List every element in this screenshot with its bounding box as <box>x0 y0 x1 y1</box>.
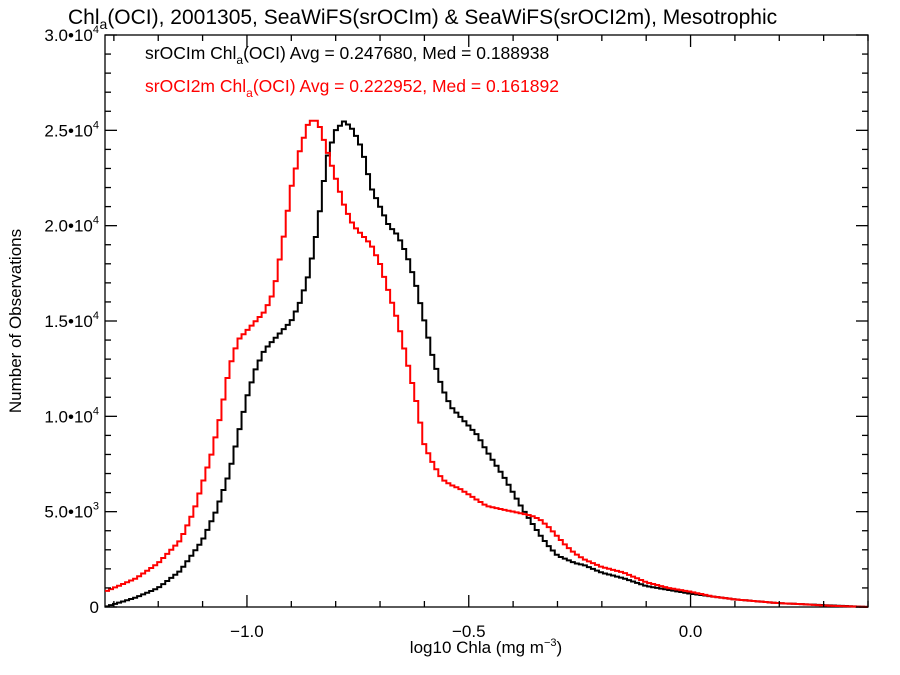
x-tick-label: −1.0 <box>230 622 264 641</box>
series-line-srocim <box>105 120 868 608</box>
chart-title: Chla(OCI), 2001305, SeaWiFS(srOCIm) & Se… <box>68 6 777 32</box>
legend-srocI2m-sub: a <box>246 86 253 100</box>
tick-layer: −1.0 −0.5 0.0 0 5.0•103 1.0•104 1.5•104 2.0•104… <box>44 24 869 641</box>
legend-srocI2m-pre: srOCI2m Chl <box>145 76 246 96</box>
legend-srocim-post: (OCI) Avg = 0.247680, Med = 0.188938 <box>243 43 549 63</box>
legend-srocI2m-post: (OCI) Avg = 0.222952, Med = 0.161892 <box>253 76 559 96</box>
series-line-srocI2m <box>105 119 868 608</box>
x-axis-label-post: ) <box>557 638 563 657</box>
y-tick-label: 0 <box>90 598 99 617</box>
chart-title-post: (OCI), 2001305, SeaWiFS(srOCIm) & SeaWiF… <box>107 6 777 29</box>
y-tick-label: 3.0•104 <box>44 24 99 45</box>
x-tick-label: 0.0 <box>679 622 703 641</box>
legend: srOCIm Chla(OCI) Avg = 0.247680, Med = 0… <box>145 43 559 100</box>
plot-frame <box>104 34 869 608</box>
legend-entry-srocim: srOCIm Chla(OCI) Avg = 0.247680, Med = 0… <box>145 43 549 67</box>
y-tick-label: 5.0•103 <box>44 501 99 522</box>
series-layer <box>105 119 868 608</box>
chart-title-sub: a <box>100 16 108 32</box>
x-axis-label-pre: log10 Chla (mg m <box>410 638 544 657</box>
x-axis-label: log10 Chla (mg m−3) <box>410 637 562 657</box>
chart-title-pre: Chl <box>68 6 100 29</box>
legend-srocim-sub: a <box>236 53 243 67</box>
x-tick-label: −0.5 <box>452 622 486 641</box>
y-tick-label: 2.0•104 <box>44 215 99 236</box>
legend-entry-srocI2m: srOCI2m Chla(OCI) Avg = 0.222952, Med = … <box>145 76 559 100</box>
y-tick-label: 1.5•104 <box>44 310 99 331</box>
y-tick-label: 2.5•104 <box>44 119 99 140</box>
y-axis-label: Number of Observations <box>6 229 25 413</box>
x-axis-label-sup: −3 <box>544 637 557 649</box>
y-tick-label: 1.0•104 <box>44 405 99 426</box>
legend-srocim-pre: srOCIm Chl <box>145 43 236 63</box>
